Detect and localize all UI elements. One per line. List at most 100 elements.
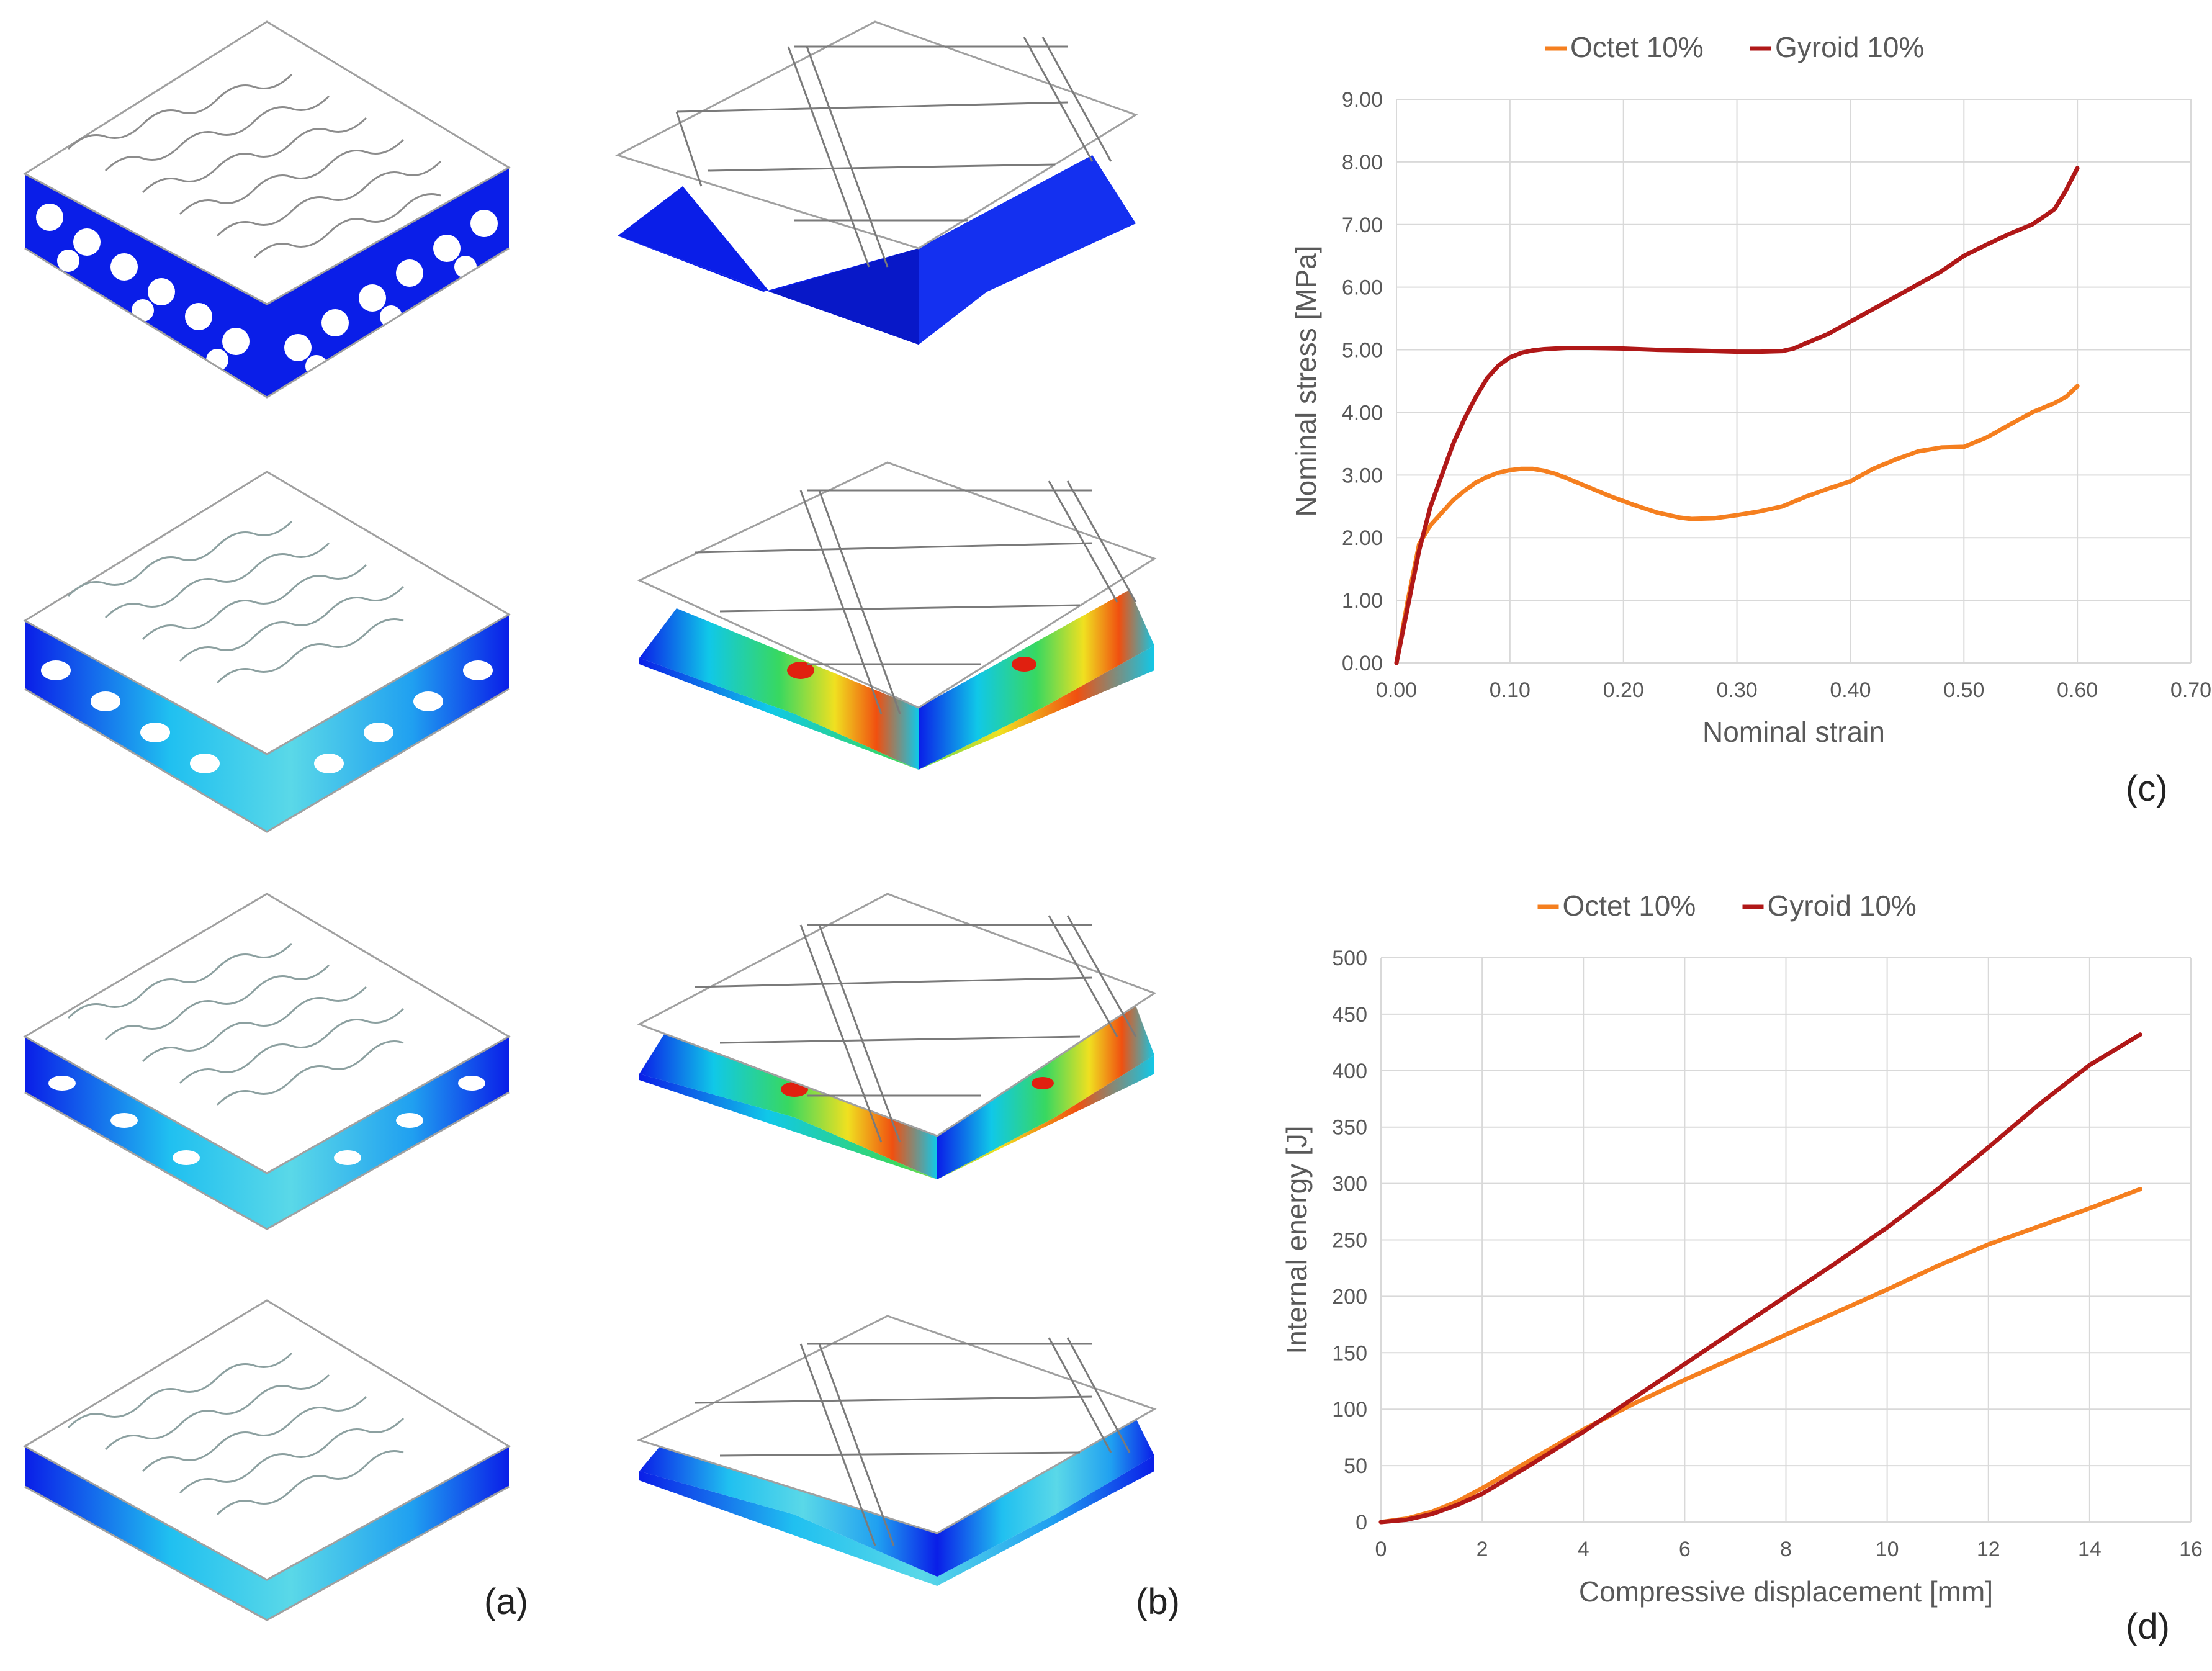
series-line-octet [1378,1187,2142,1525]
octet-strut-2b [919,590,1154,770]
x-tick-label: 2 [1477,1538,1488,1561]
series-line-gyroid [1394,166,2080,665]
x-tick-label: 6 [1679,1538,1691,1561]
chart-d-xlabel: Compressive displacement [mm] [1579,1575,1993,1608]
y-tick-label: 9.00 [1342,88,1383,112]
gyroid-bottom-edge-1 [24,247,510,399]
y-tick-label: 1.00 [1342,589,1383,613]
fea-column-b: (b) [615,20,1180,1622]
octet-hotspot-2a [787,662,814,679]
gyroid-holes-1 [36,204,498,377]
x-tick-label: 8 [1780,1538,1792,1561]
octet-frame-3 [637,893,1157,1179]
chart-c-legend: Octet 10% Gyroid 10% [1545,31,1924,63]
octet-top-plate-3 [637,893,1157,1137]
y-tick-label: 200 [1332,1285,1367,1308]
legend-label: Gyroid 10% [1775,31,1924,63]
gyroid-frame-4 [22,1299,511,1621]
chart-c-series [1394,166,2080,665]
x-tick-label: 4 [1578,1538,1589,1561]
x-tick-label: 0.00 [1376,678,1417,702]
octet-hotspot-2b [1012,657,1036,672]
gyroid-frame-3 [22,893,511,1230]
chart-d-y-ticks: 0 50 100 150 200 250 300 350 400 450 500 [1332,947,1367,1534]
series-line-octet [1394,384,2080,665]
gyroid-frame-1 [23,20,511,399]
panel-label-c: (c) [2126,768,2168,809]
y-tick-label: 350 [1332,1116,1367,1140]
chart-d: 0 2 4 6 8 10 12 14 16 0 50 100 150 200 250 300 350 400 45… [1280,890,2203,1647]
gyroid-frame-2 [23,471,511,833]
octet-hotspot-3b [1032,1077,1054,1089]
gyroid-wave-lines-2 [67,520,405,684]
chart-d-legend: Octet 10% Gyroid 10% [1537,890,1917,922]
octet-truss-lines-3 [695,915,1137,1143]
octet-strut-2a [639,608,919,770]
octet-top-plate-4 [637,1315,1157,1534]
y-tick-label: 6.00 [1342,276,1383,300]
chart-c-x-ticks: 0.00 0.10 0.20 0.30 0.40 0.50 0.60 0.70 [1376,678,2211,702]
octet-strut-3b [937,1006,1154,1179]
y-tick-label: 5.00 [1342,339,1383,363]
octet-core-2 [639,646,1154,770]
y-tick-label: 2.00 [1342,526,1383,550]
chart-d-series [1378,1032,2142,1525]
y-tick-label: 0.00 [1342,652,1383,675]
y-tick-label: 300 [1332,1173,1367,1196]
gyroid-core-3 [25,1037,509,1229]
series-line-gyroid [1378,1032,2142,1525]
y-tick-label: 50 [1344,1454,1367,1478]
octet-truss-lines-1 [675,37,1112,268]
x-tick-label: 10 [1876,1538,1899,1561]
octet-strut-1c [770,248,919,345]
octet-frame-1 [615,20,1138,345]
octet-frame-4 [637,1315,1157,1586]
x-tick-label: 0.30 [1716,678,1757,702]
gyroid-top-plate-1 [23,20,511,305]
x-tick-label: 12 [1977,1538,2000,1561]
y-tick-label: 450 [1332,1003,1367,1027]
x-tick-label: 0.10 [1490,678,1531,702]
legend-label: Octet 10% [1563,890,1696,922]
legend-label: Octet 10% [1570,31,1704,63]
chart-c-ylabel: Nominal stress [MPa] [1290,245,1322,516]
fea-column-a: (a) [22,20,528,1622]
octet-core-4 [639,1456,1154,1586]
gyroid-core-2 [25,615,509,832]
y-tick-label: 400 [1332,1060,1367,1083]
panel-label-b: (b) [1136,1582,1180,1622]
gyroid-top-plate-3 [22,893,511,1174]
octet-top-plate-2 [637,461,1157,709]
y-tick-label: 0 [1356,1511,1367,1534]
gyroid-core-4 [25,1446,509,1620]
gyroid-wave-lines-1 [67,73,442,259]
gyroid-bottom-edge-2 [24,688,510,833]
gyroid-wave-lines-3 [67,942,405,1106]
y-tick-label: 7.00 [1342,214,1383,237]
octet-strut-1b [919,155,1136,345]
x-tick-label: 16 [2179,1538,2203,1561]
y-tick-label: 8.00 [1342,151,1383,174]
gyroid-wave-lines-4 [67,1352,405,1516]
x-tick-label: 0.20 [1603,678,1644,702]
x-tick-label: 0 [1375,1538,1387,1561]
chart-c-y-ticks: 0.00 1.00 2.00 3.00 4.00 5.00 6.00 7.00 8.00 9.00 [1342,88,1383,675]
chart-c-xlabel: Nominal strain [1702,716,1885,748]
y-tick-label: 500 [1332,947,1367,970]
octet-frame-2 [637,461,1157,770]
gyroid-holes-3 [48,1076,485,1165]
legend-label: Gyroid 10% [1768,890,1917,922]
octet-strut-3a [639,1024,937,1179]
x-tick-label: 0.40 [1830,678,1871,702]
chart-c: 0.00 0.10 0.20 0.30 0.40 0.50 0.60 0.70 0.00 1.0… [1290,31,2211,809]
y-tick-label: 150 [1332,1341,1367,1365]
gyroid-top-plate-2 [23,471,511,755]
octet-truss-lines-4 [695,1337,1131,1546]
octet-truss-lines-2 [695,480,1137,714]
y-tick-label: 100 [1332,1398,1367,1421]
x-tick-label: 0.50 [1943,678,1984,702]
chart-d-x-ticks: 0 2 4 6 8 10 12 14 16 [1375,1538,2203,1561]
panel-label-d: (d) [2126,1606,2170,1647]
chart-d-ylabel: Internal energy [J] [1280,1125,1313,1354]
gyroid-bottom-edge-4 [24,1485,510,1621]
